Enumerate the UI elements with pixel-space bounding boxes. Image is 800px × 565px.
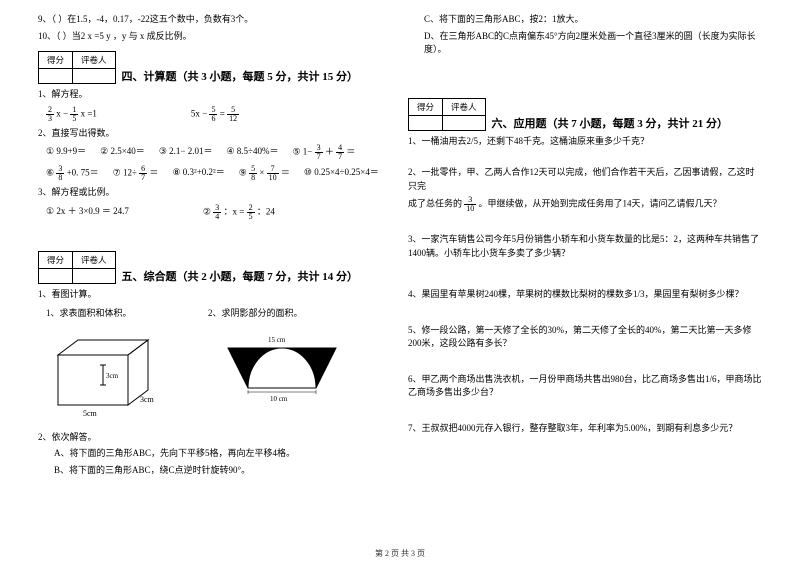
- q2b: 成了总任务的 310 。甲继续做，从开始到完成任务用了14天，请问乙请假几天？: [408, 196, 762, 213]
- grader-blank: [73, 268, 116, 283]
- w-label: 5cm: [83, 409, 98, 418]
- frac: 710: [267, 165, 279, 182]
- h-label: 3cm: [106, 372, 119, 380]
- figure-a: 1、求表面积和体积。 3cm 5cm 3cm: [38, 304, 168, 428]
- sec5-2a: A、将下面的三角形ABC，先向下平移5格，再向左平移4格。: [54, 447, 392, 461]
- score-cell: 得分: [39, 52, 73, 69]
- figure-b: 2、求阴影部分的面积。 15 cm 10 cm: [208, 304, 348, 428]
- score-box-6: 得分评卷人 六、应用题（共 7 小题，每题 3 分，共计 21 分）: [408, 98, 762, 131]
- e32: ② 34 ：x = 25 ：24: [203, 204, 275, 221]
- sec5-2: 2、依次解答。: [38, 431, 392, 445]
- c4: ④ 8.5÷40%＝: [226, 144, 278, 161]
- frac: 56: [209, 106, 217, 123]
- q10: 10、（ ）当2 x =5 y ，y 与 x 成反比例。: [38, 30, 392, 44]
- q9: 9、（ ）在1.5，-4，0.17，-22这五个数中，负数有3个。: [38, 13, 392, 27]
- score-blank: [39, 69, 73, 84]
- grader-blank: [443, 115, 486, 130]
- grader-blank: [73, 69, 116, 84]
- sec4-1: 1、解方程。: [38, 88, 392, 102]
- frac: 37: [315, 144, 323, 161]
- eq1: 23 x − 15 x =1: [46, 106, 97, 123]
- eq2: 5x − 56 = 512: [191, 106, 239, 123]
- sec5-1b: 2、求阴影部分的面积。: [208, 307, 348, 321]
- qC: C、将下面的三角形ABC，按2：1放大。: [424, 13, 762, 27]
- grader-cell: 评卷人: [73, 251, 116, 268]
- trapezoid-diagram: 15 cm 10 cm: [218, 330, 348, 405]
- frac: 38: [56, 165, 64, 182]
- sec5-1a: 1、求表面积和体积。: [46, 307, 168, 321]
- score-table: 得分评卷人: [408, 98, 486, 131]
- figure-row: 1、求表面积和体积。 3cm 5cm 3cm 2、求阴影部分的面积。 15 cm: [38, 304, 392, 428]
- sec5-1: 1、看图计算。: [38, 288, 392, 302]
- q3: 3、一家汽车销售公司今年5月份销售小轿车和小货车数量的比是5：2，这两种车共销售…: [408, 233, 762, 260]
- e31: ① 2x ＋ 3×0.9 ＝ 24.7: [46, 204, 129, 221]
- bot-label: 10 cm: [270, 395, 288, 403]
- q4: 4、果园里有苹果树240棵，苹果树的棵数比梨树的棵数多1/3，果园里有梨树多少棵…: [408, 288, 762, 302]
- frac: 58: [249, 165, 257, 182]
- frac: 23: [46, 106, 54, 123]
- sec5-2b: B、将下面的三角形ABC，绕C点逆时针旋转90°。: [54, 464, 392, 478]
- eq-row: 23 x − 15 x =1 5x − 56 = 512: [46, 106, 392, 123]
- q5: 5、修一段公路，第一天修了全长的30%，第二天修了全长的40%，第二天比第一天多…: [408, 324, 762, 351]
- q1: 1、一桶油用去2/5，还剩下48千克。这桶油原来重多少千克？: [408, 135, 762, 149]
- q2a: 2、一批零件，甲、乙两人合作12天可以完成，他们合作若干天后，乙因事请假，乙这时…: [408, 166, 762, 193]
- frac: 34: [213, 204, 221, 221]
- score-box-5: 得分评卷人 五、综合题（共 2 小题，每题 7 分，共计 14 分）: [38, 251, 392, 284]
- score-table: 得分评卷人: [38, 51, 116, 84]
- section5-title: 五、综合题（共 2 小题，每题 7 分，共计 14 分）: [122, 268, 359, 284]
- page-footer: 第 2 页 共 3 页: [0, 548, 800, 559]
- q7: 7、王叔叔把4000元存入银行，整存整取3年，年利率为5.00%，到期有利息多少…: [408, 422, 762, 436]
- score-cell: 得分: [409, 98, 443, 115]
- eq-row3: ① 2x ＋ 3×0.9 ＝ 24.7 ② 34 ：x = 25 ：24: [46, 204, 392, 221]
- frac: 310: [464, 196, 476, 213]
- calc-row2: ⑥ 38 +0. 75＝ ⑦ 12÷ 67 ＝ ⑧ 0.3²+0.2²＝ ⑨ 5…: [46, 165, 392, 182]
- c3: ③ 2.1− 2.01＝: [159, 144, 213, 161]
- grader-cell: 评卷人: [443, 98, 486, 115]
- frac: 47: [336, 144, 344, 161]
- top-label: 15 cm: [268, 336, 286, 344]
- page: 9、（ ）在1.5，-4，0.17，-22这五个数中，负数有3个。 10、（ ）…: [0, 0, 800, 545]
- c2: ② 2.5×40＝: [100, 144, 145, 161]
- c10: ⑩ 0.25×4÷0.25×4＝: [304, 165, 379, 182]
- frac: 67: [139, 165, 147, 182]
- sec4-3: 3、解方程或比例。: [38, 186, 392, 200]
- score-cell: 得分: [39, 251, 73, 268]
- d-label: 3cm: [140, 395, 155, 404]
- c5: ⑤ 1− 37 ＋ 47 ＝: [292, 144, 355, 161]
- q6: 6、甲乙两个商场出售洗衣机，一月份甲商场共售出980台，比乙商场多售出1/6，甲…: [408, 373, 762, 400]
- grader-cell: 评卷人: [73, 52, 116, 69]
- frac: 25: [247, 204, 255, 221]
- c6: ⑥ 38 +0. 75＝: [46, 165, 99, 182]
- c7: ⑦ 12÷ 67 ＝: [113, 165, 159, 182]
- left-column: 9、（ ）在1.5，-4，0.17，-22这五个数中，负数有3个。 10、（ ）…: [30, 10, 400, 545]
- c1: ① 9.9+9＝: [46, 144, 86, 161]
- right-column: C、将下面的三角形ABC，按2：1放大。 D、在三角形ABC的C点南偏东45°方…: [400, 10, 770, 545]
- score-blank: [39, 268, 73, 283]
- frac: 15: [70, 106, 78, 123]
- c8: ⑧ 0.3²+0.2²＝: [172, 165, 224, 182]
- score-box-4: 得分评卷人 四、计算题（共 3 小题，每题 5 分，共计 15 分）: [38, 51, 392, 84]
- qD: D、在三角形ABC的C点南偏东45°方向2厘米处画一个直径3厘米的圆（长度为实际…: [424, 30, 762, 57]
- frac: 512: [227, 106, 239, 123]
- c9: ⑨ 58 × 710 ＝: [239, 165, 290, 182]
- calc-row1: ① 9.9+9＝ ② 2.5×40＝ ③ 2.1− 2.01＝ ④ 8.5÷40…: [46, 144, 392, 161]
- section4-title: 四、计算题（共 3 小题，每题 5 分，共计 15 分）: [122, 68, 359, 84]
- sec4-2: 2、直接写出得数。: [38, 127, 392, 141]
- score-blank: [409, 115, 443, 130]
- score-table: 得分评卷人: [38, 251, 116, 284]
- cuboid-diagram: 3cm 5cm 3cm: [48, 330, 168, 420]
- section6-title: 六、应用题（共 7 小题，每题 3 分，共计 21 分）: [492, 115, 729, 131]
